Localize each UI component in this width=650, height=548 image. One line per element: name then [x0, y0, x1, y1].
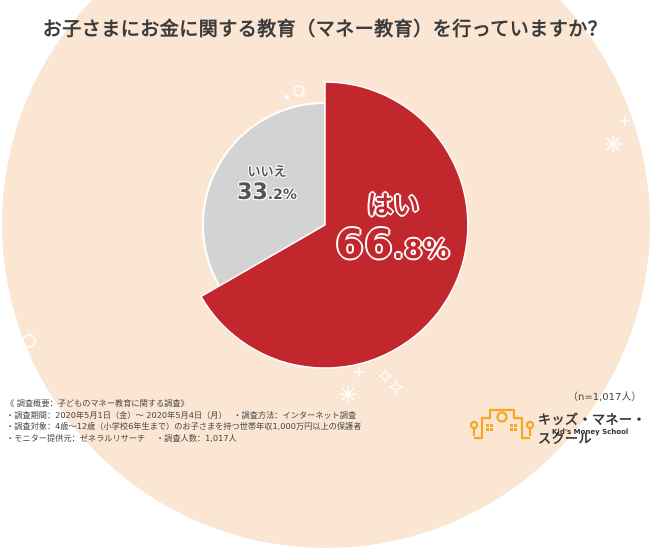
label-no-pct-int: 33: [237, 180, 268, 205]
logo-name-jp: キッズ・マネー・スクール: [538, 413, 647, 447]
notes-line-period: ・調査期間：2020年5月1日（金）～ 2020年5月4日（月） ・調査方法：イ…: [6, 409, 357, 420]
pie-chart: [22, 81, 630, 402]
sparkle-icon: [340, 116, 630, 402]
bubble-decoration: [285, 95, 289, 99]
notes-line-target: ・調査対象：4歳～12歳（小学校6年生まで）のお子さまを持つ世帯年収1,000万…: [6, 421, 362, 431]
school-building-icon: [469, 408, 535, 440]
pie-slice-no: [201, 101, 326, 288]
label-yes-pct-int: 66: [335, 222, 394, 268]
label-yes-name: はい: [366, 191, 419, 221]
bubble-decoration: [293, 85, 305, 97]
pie-slice-yes: [199, 81, 469, 369]
logo-name-en: Kid's Money School: [552, 428, 629, 436]
notes-heading: 《 調査概要：子どものマネー教育に関する調査》: [6, 398, 189, 408]
survey-notes: 《 調査概要：子どものマネー教育に関する調査》 ・調査期間：2020年5月1日（…: [6, 398, 361, 444]
label-yes-percent: 66.8%: [318, 222, 468, 273]
label-no-pct-dec: .2%: [267, 187, 297, 203]
bubble-decoration: [22, 334, 36, 348]
logo: キッズ・マネー・スクール Kid's Money School: [468, 402, 648, 447]
label-no-name: いいえ: [247, 165, 287, 180]
label-yes-pct-dec: .8%: [393, 235, 451, 265]
sparkle-outline-icon: [377, 368, 404, 395]
label-no: いいえ 33.2%: [222, 165, 312, 208]
sample-size: （n=1,017人）: [568, 392, 642, 403]
notes-line-provider: ・モニター提供元：ゼネラルリサーチ ・調査人数：1,017人: [6, 432, 237, 443]
chart-title: お子さまにお金に関する教育（マネー教育）を行っていますか？: [42, 18, 608, 40]
label-no-percent: 33.2%: [222, 180, 312, 208]
label-yes: はい 66.8%: [318, 190, 468, 273]
